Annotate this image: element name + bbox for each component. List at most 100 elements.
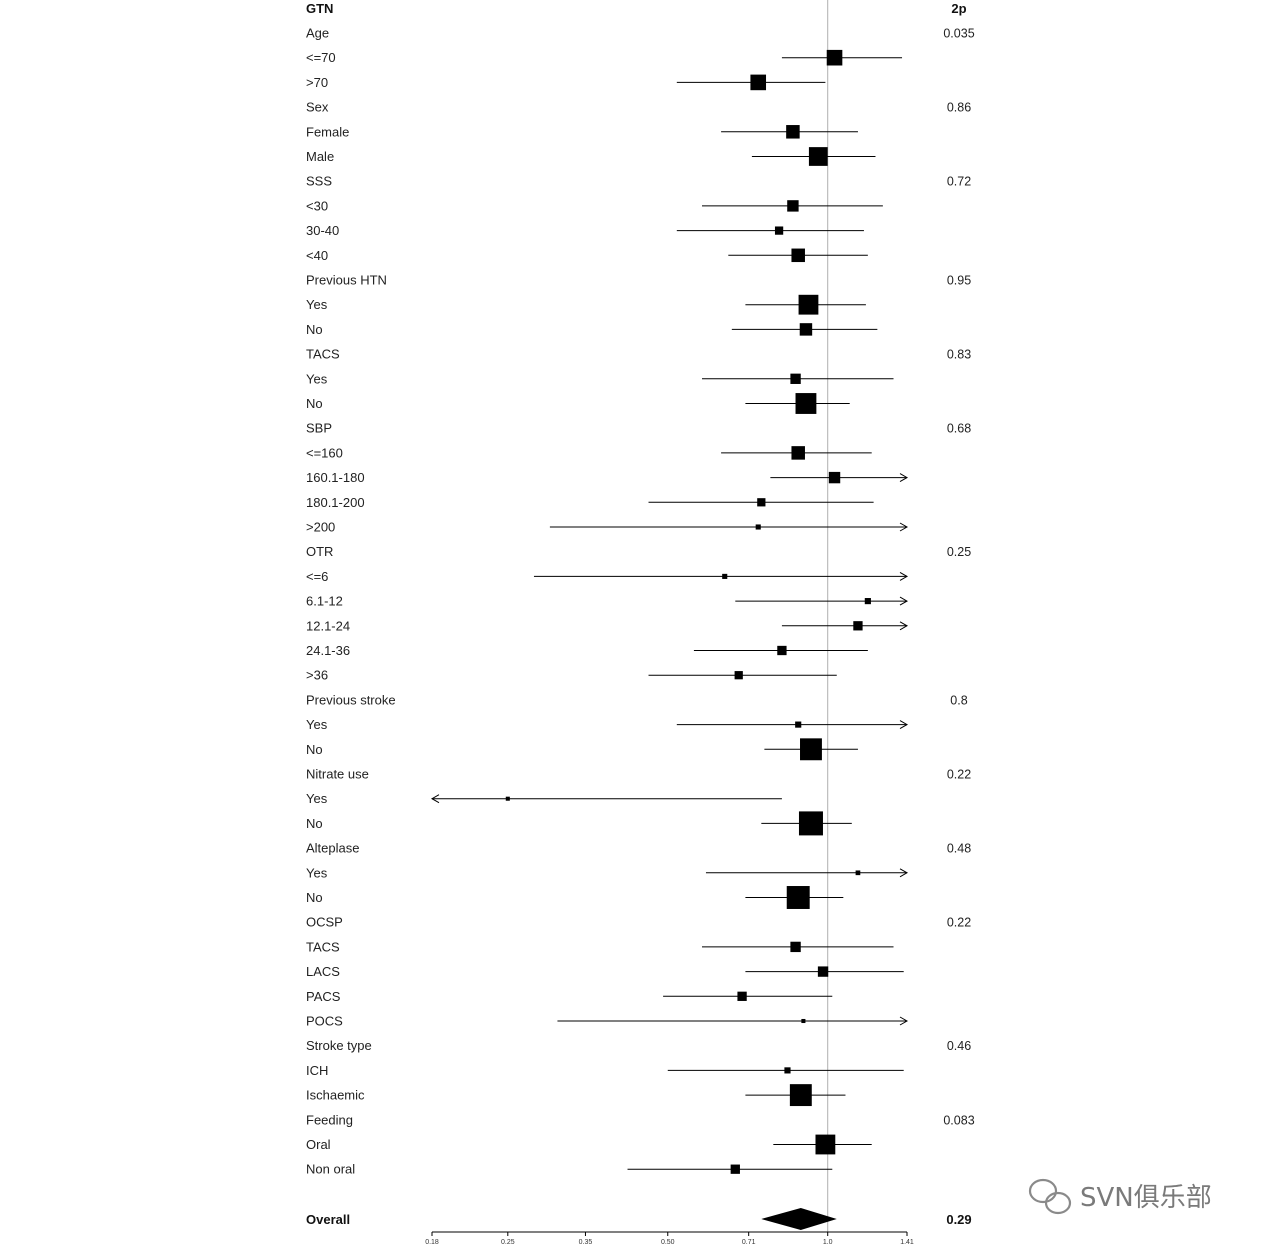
ci-arrow-left [430,794,440,804]
point-estimate-square [798,811,823,836]
point-estimate-square [777,645,787,656]
point-estimate-square [790,373,801,384]
group-row: SBP 0.68 [306,421,971,436]
point-estimate-square [855,870,861,876]
subgroup-label: No [306,742,323,757]
wechat-icon [1028,1178,1072,1215]
subgroup-label: 12.1-24 [306,618,350,633]
subgroup-row: No [306,811,852,836]
group-pvalue: 0.46 [947,1039,971,1053]
subgroup-label: <=160 [306,445,343,460]
subgroup-label: <30 [306,198,328,213]
watermark-text: SVN俱乐部 [1080,1183,1212,1213]
group-label: SBP [306,421,332,436]
point-estimate-square [755,524,761,530]
x-tick-label: 1.0 [823,1239,833,1246]
x-tick-label: 1.41 [900,1239,914,1246]
point-estimate-square [786,886,810,909]
x-tick-label: 0.50 [661,1239,675,1246]
subgroup-row: PACS [306,989,833,1004]
point-estimate-square [737,991,747,1001]
subgroup-label: Female [306,124,349,139]
group-label: Sex [306,100,329,115]
ci-arrow-right [899,621,909,631]
point-estimate-square [791,446,805,460]
subgroup-row: Yes [306,294,866,315]
group-pvalue: 0.83 [947,348,971,362]
point-estimate-square [774,226,784,235]
group-row: Age 0.035 [306,26,975,41]
group-row: Feeding 0.083 [306,1112,975,1127]
group-pvalue: 0.22 [947,768,971,782]
subgroup-label: Non oral [306,1162,355,1177]
group-label: SSS [306,174,332,189]
subgroup-label: PACS [306,989,341,1004]
group-label: Previous stroke [306,692,396,707]
subgroup-row: ICH [306,1063,904,1078]
group-pvalue: 0.72 [947,175,971,189]
group-label: Previous HTN [306,273,387,288]
subgroup-row: Ischaemic [306,1084,846,1107]
point-estimate-square [757,498,766,507]
group-pvalue: 0.48 [947,842,971,856]
point-estimate-square [786,125,800,139]
subgroup-label: Yes [306,371,328,386]
group-pvalue: 0.8 [950,693,967,707]
point-estimate-square [734,671,743,680]
group-pvalue: 0.68 [947,422,971,436]
subgroup-label: Oral [306,1137,331,1152]
subgroup-row: 12.1-24 [306,618,909,633]
point-estimate-square [808,147,828,166]
group-row: Previous stroke 0.8 [306,692,968,707]
group-row: Stroke type 0.46 [306,1038,971,1053]
subgroup-label: POCS [306,1014,343,1029]
subgroup-row: LACS [306,964,904,979]
overall-row: Overall 0.29 [306,1208,972,1230]
subgroup-label: <40 [306,248,328,263]
group-label: Alteplase [306,841,359,856]
subgroup-row: Yes [306,865,909,880]
point-estimate-square [817,966,829,977]
subgroup-label: Yes [306,865,328,880]
subgroup-row: >70 [306,74,826,91]
overall-diamond [761,1208,837,1230]
watermark: SVN俱乐部 [1028,1178,1212,1215]
subgroup-label: >36 [306,668,328,683]
point-estimate-square [828,471,841,484]
overall-pvalue: 0.29 [946,1212,971,1227]
subgroup-row: 24.1-36 [306,643,868,658]
subgroup-row: <30 [306,198,883,213]
subgroup-label: TACS [306,939,340,954]
point-estimate-square [800,738,822,761]
ci-arrow-right [899,571,909,581]
subgroup-label: No [306,322,323,337]
x-tick-label: 0.35 [579,1239,593,1246]
subgroup-row: 30-40 [306,223,864,238]
ci-arrow-right [899,522,909,532]
group-label: Feeding [306,1112,353,1127]
group-row: Alteplase 0.48 [306,841,971,856]
point-estimate-square [826,49,843,66]
subgroup-label: 30-40 [306,223,339,238]
subgroup-row: <=6 [306,569,909,584]
point-estimate-square [801,1018,806,1024]
subgroup-label: Yes [306,297,328,312]
subgroup-label: Male [306,149,334,164]
point-estimate-square [505,796,510,801]
ci-arrow-right [899,868,909,878]
rows-layer: Age 0.035 <=70 >70 Sex 0.86 Female Male SSS 0.72 <… [306,26,975,1177]
group-pvalue: 0.25 [947,545,971,559]
group-label: Nitrate use [306,767,369,782]
subgroup-row: No [306,738,858,761]
group-label: TACS [306,347,340,362]
group-row: OCSP 0.22 [306,915,971,930]
subgroup-row: <40 [306,248,868,263]
group-row: Previous HTN 0.95 [306,273,971,288]
subgroup-row: No [306,393,850,414]
subgroup-row: Oral [306,1134,872,1155]
subgroup-label: Ischaemic [306,1088,365,1103]
subgroup-row: Yes [306,717,909,732]
subgroup-label: <=6 [306,569,328,584]
point-estimate-square [795,721,802,728]
